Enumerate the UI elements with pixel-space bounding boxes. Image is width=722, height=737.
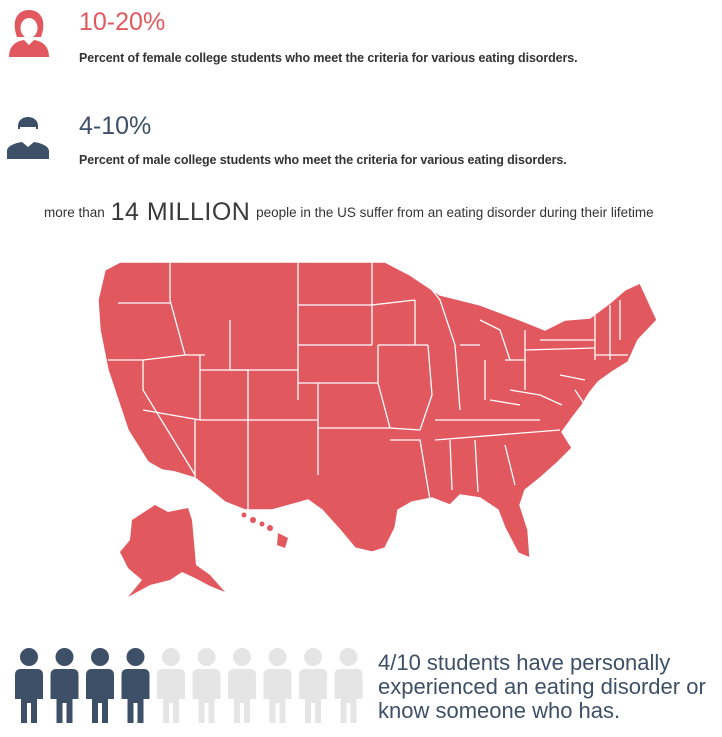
students-icon-row (10, 645, 370, 727)
person-icon (263, 648, 292, 723)
person-icon (299, 648, 327, 723)
person-icon (192, 648, 221, 723)
person-icon (50, 648, 79, 723)
person-icon (334, 648, 363, 723)
million-emphasis: 14 MILLION (110, 198, 251, 226)
person-icon (228, 648, 256, 723)
us-map-icon (95, 255, 665, 600)
million-prefix: more than (44, 205, 105, 220)
million-suffix: people in the US suffer from an eating d… (256, 205, 654, 220)
person-icon (121, 648, 150, 723)
male-stat-description: Percent of male college students who mee… (79, 153, 567, 167)
female-stat-figure: 10-20% (79, 8, 166, 36)
female-avatar-icon (7, 7, 51, 57)
person-icon (15, 648, 43, 723)
female-stat-description: Percent of female college students who m… (79, 51, 578, 65)
male-stat-figure: 4-10% (79, 112, 152, 140)
male-avatar-icon (6, 111, 50, 159)
million-statement: more than 14 MILLION people in the US su… (44, 198, 720, 227)
students-statement: 4/10 students have personally experience… (378, 650, 706, 723)
person-icon (86, 648, 114, 723)
person-icon (157, 648, 185, 723)
